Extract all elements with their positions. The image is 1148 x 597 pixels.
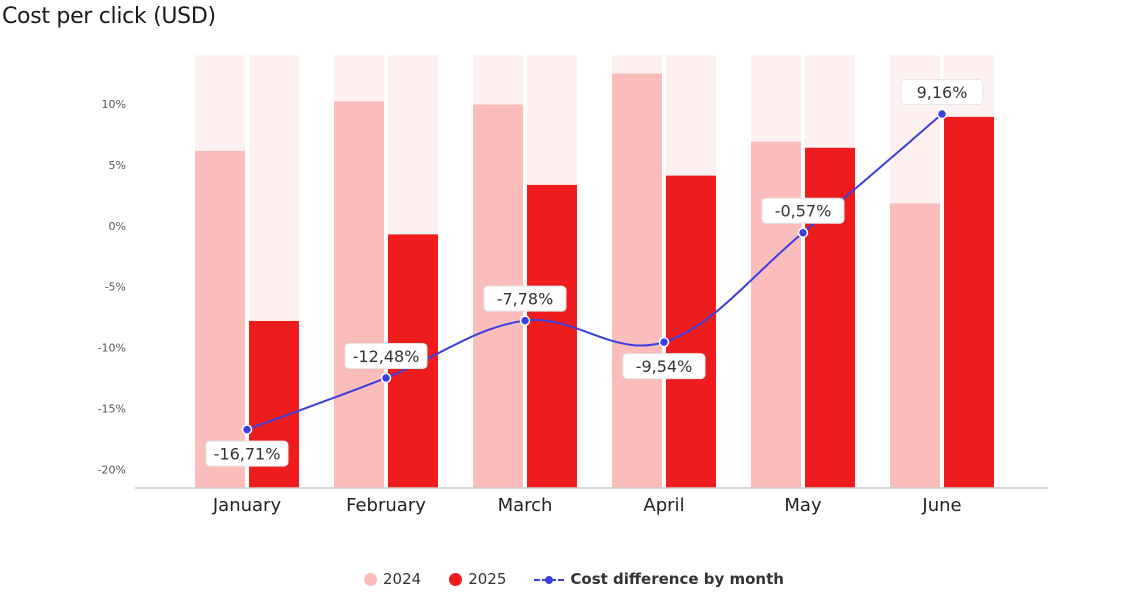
bar-2024-may: [751, 141, 801, 488]
bars-layer: [195, 55, 994, 489]
data-labels-layer: -16,71% -12,48% -7,78% -9,54% -0,57% 9,16%: [205, 79, 984, 467]
data-label-text: -12,48%: [353, 347, 420, 366]
line-point-june: [936, 108, 948, 120]
y-tick-label: -5%: [105, 281, 126, 294]
chart-title: Cost per click (USD): [2, 4, 216, 29]
data-label-text: -9,54%: [636, 357, 693, 376]
x-tick-label: June: [921, 495, 961, 516]
data-label-june: 9,16%: [900, 79, 984, 106]
line-point-may: [797, 227, 809, 238]
x-tick-label: February: [346, 495, 426, 516]
bar-2024-february: [334, 101, 384, 489]
y-tick-label: 10%: [102, 98, 126, 111]
data-label-march: -7,78%: [483, 285, 567, 312]
data-label-box: [344, 342, 428, 369]
bar-2025-june: [944, 116, 994, 488]
data-label-january: -16,71%: [205, 440, 289, 467]
data-label-box: [205, 440, 289, 467]
data-label-box: [483, 285, 567, 312]
axis-layer: January February March April May June 10% 5% 0% -…: [98, 98, 1048, 516]
y-tick-label: -10%: [98, 342, 126, 355]
data-label-may: -0,57%: [761, 197, 845, 224]
legend-item-2024[interactable]: 2024: [364, 570, 421, 588]
legend-swatch-2025: [449, 572, 463, 586]
line-point-january: [241, 424, 253, 435]
legend-item-2025[interactable]: 2025: [449, 570, 506, 588]
data-label-text: -16,71%: [214, 445, 281, 464]
bar-2024-june: [890, 203, 940, 488]
legend-label-2025: 2025: [468, 570, 507, 588]
x-tick-label: May: [784, 495, 822, 516]
bar-2025-march: [527, 184, 577, 488]
legend-label-cost-difference: Cost difference by month: [570, 570, 784, 588]
legend: 2024 2025 Cost difference by month: [0, 570, 1148, 588]
x-tick-label: April: [643, 495, 684, 516]
data-label-box: [900, 79, 984, 106]
legend-label-2024: 2024: [383, 570, 422, 588]
data-label-text: -7,78%: [497, 290, 554, 309]
y-tick-label: 5%: [109, 159, 126, 172]
data-label-text: -0,57%: [775, 202, 832, 221]
line-point-march: [519, 315, 531, 326]
data-label-box: [761, 197, 845, 224]
data-label-box: [622, 353, 706, 380]
y-tick-label: 0%: [109, 220, 126, 233]
y-tick-label: -20%: [98, 464, 126, 477]
legend-swatch-line: [534, 573, 565, 586]
bar-2025-april: [666, 175, 716, 488]
legend-swatch-2024: [364, 572, 378, 586]
line-point-february: [380, 372, 392, 384]
legend-item-cost-difference[interactable]: Cost difference by month: [534, 570, 784, 588]
data-label-text: 9,16%: [917, 83, 968, 102]
data-label-february: -12,48%: [344, 342, 428, 369]
bar-2024-january: [195, 150, 245, 488]
x-tick-label: January: [212, 495, 282, 516]
y-tick-label: -15%: [98, 403, 126, 416]
bar-2024-april: [612, 73, 662, 489]
x-tick-label: March: [498, 495, 553, 516]
line-point-april: [658, 336, 670, 348]
data-label-april: -9,54%: [622, 353, 706, 380]
